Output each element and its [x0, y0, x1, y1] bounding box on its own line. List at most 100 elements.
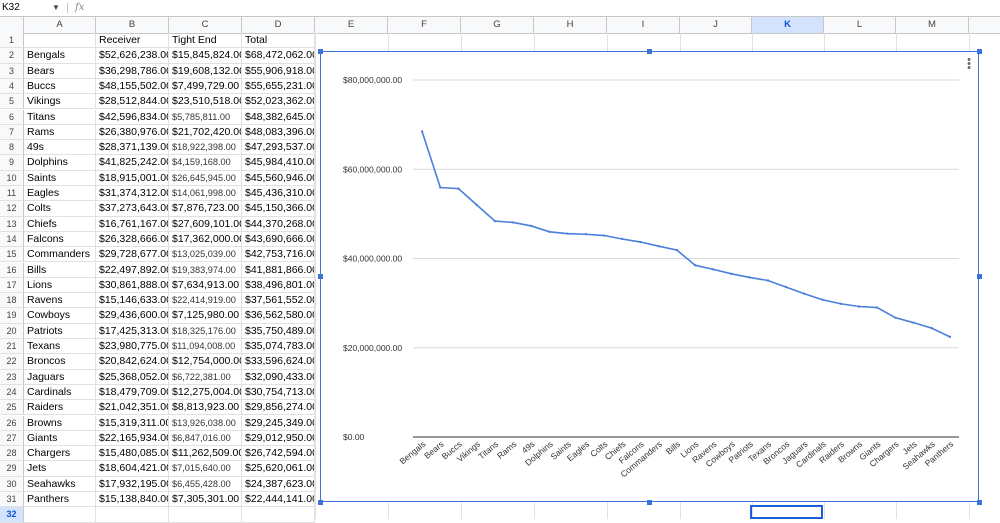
column-header-a[interactable]: A	[24, 17, 96, 33]
data-point[interactable]	[657, 245, 660, 248]
data-point[interactable]	[493, 219, 497, 223]
row-header[interactable]: 6	[0, 109, 24, 125]
resize-handle[interactable]	[647, 499, 652, 505]
cell-c1[interactable]: Tight End	[169, 33, 242, 49]
cell-c24[interactable]: $12,275,004.00	[169, 384, 242, 401]
row-header[interactable]: 7	[0, 124, 24, 141]
cell-c6[interactable]: $5,785,811.00	[169, 109, 242, 125]
data-point[interactable]	[548, 230, 551, 233]
cell-a10[interactable]: Saints	[24, 170, 96, 186]
row-header[interactable]: 16	[0, 262, 24, 278]
row-header[interactable]: 9	[0, 155, 24, 171]
cell-b11[interactable]: $31,374,312.00	[96, 186, 169, 202]
resize-handle[interactable]	[317, 48, 323, 54]
cell-b19[interactable]: $29,436,600.00	[96, 308, 169, 324]
cell-a4[interactable]: Buccs	[24, 78, 96, 95]
cell-d23[interactable]: $32,090,433.00	[242, 369, 315, 385]
cell-d20[interactable]: $35,750,489.00	[242, 323, 315, 339]
row-header[interactable]: 12	[0, 201, 24, 217]
cell-c26[interactable]: $13,926,038.00	[169, 415, 242, 431]
cell-a23[interactable]: Jaguars	[24, 369, 96, 385]
cell-c23[interactable]: $6,722,381.00	[169, 369, 242, 385]
cell-c29[interactable]: $7,015,640.00	[169, 461, 242, 477]
column-header-k[interactable]: K	[752, 17, 824, 33]
cell-d17[interactable]: $38,496,801.00	[242, 277, 315, 294]
cell-b15[interactable]: $29,728,677.00	[96, 247, 169, 263]
cell-d11[interactable]: $45,436,310.00	[242, 186, 315, 202]
cell-a29[interactable]: Jets	[24, 461, 96, 477]
cell-c30[interactable]: $6,455,428.00	[169, 476, 242, 492]
cell-a32[interactable]	[24, 507, 96, 523]
data-point[interactable]	[894, 316, 897, 319]
cell-d19[interactable]: $36,562,580.00	[242, 308, 315, 324]
cell-d1[interactable]: Total	[242, 33, 315, 49]
row-header[interactable]: 23	[0, 369, 24, 385]
cell-b2[interactable]: $52,626,238.00	[96, 48, 169, 64]
cell-d30[interactable]: $24,387,623.00	[242, 476, 315, 492]
cell-d31[interactable]: $22,444,141.00	[242, 492, 315, 508]
cell-b17[interactable]: $30,861,888.00	[96, 277, 169, 294]
cell-d3[interactable]: $55,906,918.00	[242, 63, 315, 79]
cell-c15[interactable]: $13,025,039.00	[169, 247, 242, 263]
cell-d16[interactable]: $41,881,866.00	[242, 262, 315, 278]
cell-b20[interactable]: $17,425,313.00	[96, 323, 169, 339]
data-point[interactable]	[875, 306, 879, 309]
cell-d21[interactable]: $35,074,783.00	[242, 339, 315, 355]
cell-a17[interactable]: Lions	[24, 277, 96, 294]
cell-b9[interactable]: $41,825,242.00	[96, 155, 169, 171]
resize-handle[interactable]	[647, 48, 652, 54]
row-header[interactable]: 24	[0, 384, 24, 401]
cell-c31[interactable]: $7,305,301.00	[169, 492, 242, 508]
row-header[interactable]: 30	[0, 476, 24, 492]
cell-c3[interactable]: $19,608,132.00	[169, 63, 242, 79]
row-header[interactable]: 14	[0, 231, 24, 248]
row-header[interactable]: 2	[0, 48, 24, 64]
cell-a9[interactable]: Dolphins	[24, 155, 96, 171]
cell-b29[interactable]: $18,604,421.00	[96, 461, 169, 477]
cell-c21[interactable]: $11,094,008.00	[169, 339, 242, 355]
cell-d25[interactable]: $29,856,274.00	[242, 400, 315, 416]
select-all-corner[interactable]	[0, 17, 24, 33]
data-point[interactable]	[821, 298, 824, 301]
name-box[interactable]: K32	[2, 2, 20, 13]
cell-d4[interactable]: $55,655,231.00	[242, 78, 315, 95]
cell-c27[interactable]: $6,847,016.00	[169, 430, 242, 447]
cell-c5[interactable]: $23,510,518.00	[169, 94, 242, 110]
cell-a5[interactable]: Vikings	[24, 94, 96, 110]
cell-d24[interactable]: $30,754,713.00	[242, 384, 315, 401]
data-point[interactable]	[420, 130, 424, 133]
cell-c8[interactable]: $18,922,398.00	[169, 140, 242, 156]
row-header[interactable]: 15	[0, 247, 24, 263]
cell-b3[interactable]: $36,298,786.00	[96, 63, 169, 79]
cell-a20[interactable]: Patriots	[24, 323, 96, 339]
data-point[interactable]	[566, 232, 569, 235]
cell-a7[interactable]: Rams	[24, 124, 96, 141]
cell-d12[interactable]: $45,150,366.00	[242, 201, 315, 217]
cell-d9[interactable]: $45,984,410.00	[242, 155, 315, 171]
row-header[interactable]: 26	[0, 415, 24, 431]
cell-c16[interactable]: $19,383,974.00	[169, 262, 242, 278]
row-header[interactable]: 3	[0, 63, 24, 79]
row-header[interactable]: 32	[0, 507, 24, 523]
cell-a26[interactable]: Browns	[24, 415, 96, 431]
cell-b23[interactable]: $25,368,052.00	[96, 369, 169, 385]
data-point[interactable]	[730, 272, 733, 276]
cell-a12[interactable]: Colts	[24, 201, 96, 217]
cell-b25[interactable]: $21,042,351.00	[96, 400, 169, 416]
data-point[interactable]	[584, 233, 588, 236]
cell-a3[interactable]: Bears	[24, 63, 96, 79]
cell-a13[interactable]: Chiefs	[24, 216, 96, 232]
cell-a28[interactable]: Chargers	[24, 446, 96, 462]
data-point[interactable]	[457, 187, 460, 190]
column-header-m[interactable]: M	[896, 17, 969, 33]
cell-c13[interactable]: $27,609,101.00	[169, 216, 242, 232]
data-point[interactable]	[439, 186, 442, 189]
row-header[interactable]: 31	[0, 492, 24, 508]
data-point[interactable]	[475, 203, 478, 207]
row-header[interactable]: 13	[0, 216, 24, 232]
cell-b27[interactable]: $22,165,934.00	[96, 430, 169, 447]
line-chart[interactable]: $0.00 $20,000,000.00 $40,000,000.00 $60,000…	[317, 48, 982, 505]
cell-c11[interactable]: $14,061,998.00	[169, 186, 242, 202]
cell-b22[interactable]: $20,842,624.00	[96, 354, 169, 370]
cell-d5[interactable]: $52,023,362.00	[242, 94, 315, 110]
